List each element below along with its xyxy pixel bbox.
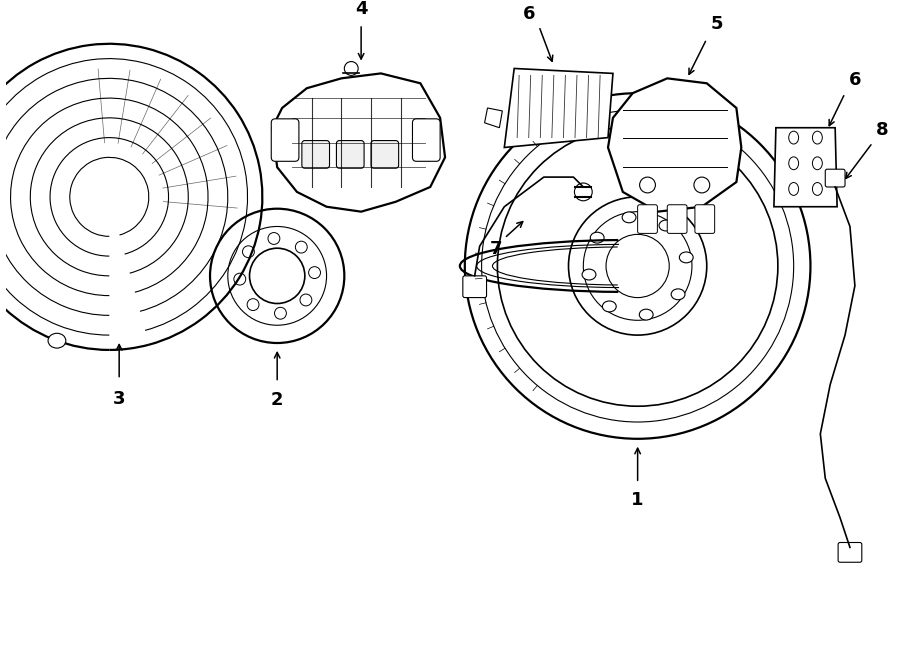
Circle shape: [345, 61, 358, 75]
Polygon shape: [774, 128, 837, 207]
Circle shape: [569, 197, 706, 335]
Polygon shape: [272, 73, 446, 212]
Ellipse shape: [671, 289, 685, 299]
Circle shape: [210, 209, 345, 343]
FancyBboxPatch shape: [667, 205, 687, 233]
Polygon shape: [608, 79, 742, 212]
Circle shape: [694, 177, 710, 193]
Circle shape: [640, 177, 655, 193]
Circle shape: [242, 246, 255, 258]
Ellipse shape: [788, 182, 798, 196]
Ellipse shape: [813, 131, 823, 144]
Text: 8: 8: [877, 121, 889, 139]
Text: 4: 4: [355, 0, 367, 19]
Circle shape: [295, 241, 307, 253]
Ellipse shape: [788, 157, 798, 170]
FancyBboxPatch shape: [825, 169, 845, 187]
FancyBboxPatch shape: [463, 276, 487, 297]
Circle shape: [606, 235, 670, 297]
Ellipse shape: [48, 333, 66, 348]
Circle shape: [248, 299, 259, 311]
Circle shape: [583, 212, 692, 321]
Text: 6: 6: [523, 5, 536, 23]
Ellipse shape: [813, 182, 823, 196]
Text: 5: 5: [710, 15, 723, 33]
Text: 1: 1: [632, 491, 644, 509]
FancyBboxPatch shape: [371, 141, 399, 168]
Ellipse shape: [680, 252, 693, 263]
Circle shape: [309, 266, 320, 278]
Circle shape: [249, 248, 305, 303]
FancyBboxPatch shape: [695, 205, 715, 233]
Text: 7: 7: [491, 240, 503, 258]
Circle shape: [574, 183, 592, 201]
Ellipse shape: [813, 157, 823, 170]
Ellipse shape: [602, 301, 616, 312]
Circle shape: [268, 233, 280, 245]
Circle shape: [228, 227, 327, 325]
Ellipse shape: [639, 309, 653, 320]
FancyBboxPatch shape: [637, 205, 657, 233]
Ellipse shape: [659, 220, 673, 231]
Text: 6: 6: [849, 71, 861, 89]
FancyBboxPatch shape: [337, 141, 365, 168]
Ellipse shape: [590, 232, 604, 243]
Circle shape: [234, 273, 246, 285]
Ellipse shape: [622, 212, 636, 223]
FancyBboxPatch shape: [838, 543, 862, 563]
Text: 3: 3: [112, 390, 125, 408]
Ellipse shape: [788, 131, 798, 144]
Polygon shape: [504, 69, 613, 147]
Polygon shape: [484, 108, 502, 128]
Circle shape: [274, 307, 286, 319]
FancyBboxPatch shape: [302, 141, 329, 168]
Ellipse shape: [582, 269, 596, 280]
FancyBboxPatch shape: [412, 119, 440, 161]
Circle shape: [300, 294, 312, 306]
Text: 2: 2: [271, 391, 284, 409]
Circle shape: [498, 126, 778, 407]
FancyBboxPatch shape: [271, 119, 299, 161]
